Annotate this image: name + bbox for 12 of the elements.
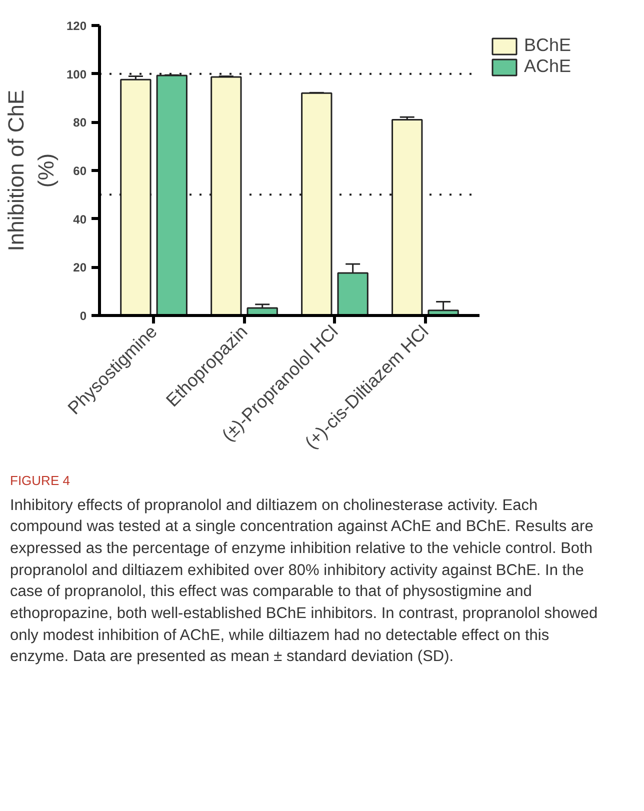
text: Inhibitory effects of propranolol and diltiazem on cholinesterase activity. Each compound was tested at a single concentration against AChE and BChE. Results are expressed as the percentage of enzyme inhibition relative to the vehicle control. Both propranolol and diltiazem exhibited over 80% inhibitory activity against BChE. In the case of propranolol, this effect was comparable to that of physostigmine and ethopropazine, both well-established BChE inhibitors. In contrast, propranolol showed only modest inhibition of AChE, while diltiazem had no detectable effect on this enzyme. Data are presented as mean ± standard deviation (SD). [10, 496, 599, 668]
y-axis-title: Inhibition of ChE (%) [3, 90, 58, 252]
legend-label: AChE [524, 56, 572, 77]
y-tick-label: 20 [73, 260, 87, 275]
y-tick-label: 0 [80, 309, 87, 323]
caption: FIGURE 4 [10, 472, 71, 490]
y-tick-label: 100 [66, 67, 87, 82]
y-tick-label: 80 [73, 116, 87, 130]
legend-label: BChE [524, 35, 572, 56]
y-tick-label: 40 [73, 212, 87, 226]
y-tick-label: 60 [73, 164, 87, 178]
y-tick-label: 120 [66, 19, 87, 33]
